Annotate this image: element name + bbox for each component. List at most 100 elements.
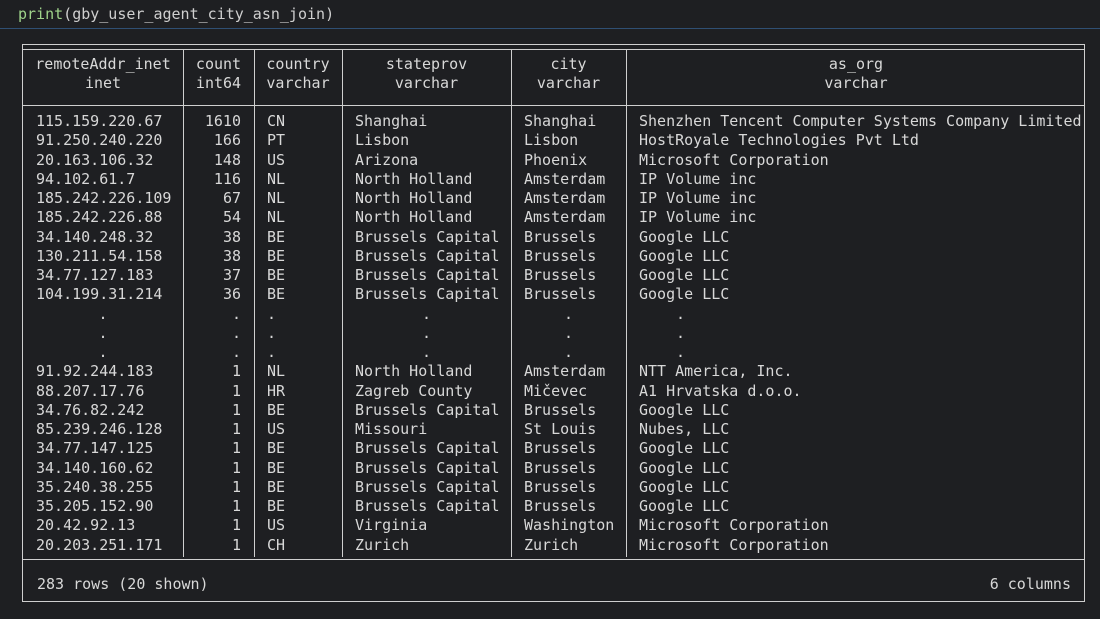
col-as-org-cell: Google LLC [639, 497, 730, 515]
col-city-cell: Amsterdam [524, 189, 606, 207]
col-as-org-cell: Google LLC [639, 439, 730, 458]
ellipsis-dot: . [421, 323, 432, 342]
column-header-name: stateprov [385, 55, 468, 73]
col-count-cell: 1610 [204, 112, 241, 130]
col-city-cell: Mičevec [524, 381, 588, 400]
col-remoteaddr-cell: 185.242.226.88 [36, 208, 163, 227]
col-as-org-cell: IP Volume inc [639, 169, 757, 188]
col-city-cell: Amsterdam [524, 208, 606, 227]
header-separator [23, 105, 1084, 106]
col-stateprov-cell: Zagreb County [355, 381, 473, 400]
col-remoteaddr-cell: 85.239.246.128 [36, 420, 163, 438]
col-as-org-cell: Nubes, LLC [639, 420, 730, 438]
col-city-cell: Amsterdam [524, 169, 606, 188]
col-remoteaddr-cell: 34.76.82.242 [36, 400, 145, 419]
col-remoteaddr-cell: 20.203.251.171 [36, 535, 163, 554]
col-stateprov-cell: Brussels Capital [355, 266, 500, 284]
col-country-cell: NL [267, 362, 286, 381]
ellipsis-dot: . [98, 304, 108, 323]
col-stateprov-cell: Shanghai [355, 112, 428, 130]
col-remoteaddr-cell: 20.163.106.32 [36, 150, 154, 169]
col-country-cell: BE [267, 477, 286, 496]
col-stateprov-cell: Missouri [355, 420, 428, 438]
ellipsis-dot: . [563, 323, 574, 342]
ellipsis-dot: . [267, 343, 277, 361]
col-as-org-cell: Google LLC [639, 227, 730, 246]
col-count-cell: 54 [222, 208, 241, 227]
ellipsis-dot: . [231, 323, 241, 342]
col-city-cell: Brussels [524, 400, 597, 419]
col-remoteaddr-cell: 115.159.220.67 [36, 112, 163, 130]
col-stateprov-cell: Brussels Capital [355, 285, 500, 304]
column-header-type: varchar [394, 74, 459, 92]
col-as-org-cell: Microsoft Corporation [639, 150, 829, 169]
col-as-org-cell: Google LLC [639, 477, 730, 496]
col-country-cell: BE [267, 227, 286, 246]
col-remoteaddr-cell: 185.242.226.109 [36, 189, 172, 207]
result-table: remoteAddr_inet inet count int64 country varc… [22, 44, 1085, 602]
col-count-cell: 1 [231, 516, 241, 535]
col-stateprov-cell: Arizona [355, 150, 419, 169]
col-city-cell: Brussels [524, 439, 597, 458]
col-as-org-cell: Microsoft Corporation [639, 516, 829, 535]
ellipsis-dot: . [676, 343, 686, 361]
col-stateprov-cell: Zurich [355, 535, 410, 554]
col-remoteaddr-cell: 91.92.244.183 [36, 362, 154, 381]
column-header-name: count [195, 55, 242, 73]
col-city-cell: Phoenix [524, 150, 588, 169]
column-header-name: city [550, 55, 587, 73]
column-header-name: remoteAddr_inet [35, 55, 171, 73]
col-count-cell: 1 [231, 535, 241, 554]
col-stateprov-cell: North Holland [355, 362, 473, 381]
col-as-org-cell: Google LLC [639, 266, 730, 284]
column-separator [254, 49, 255, 557]
col-stateprov-cell: Lisbon [355, 131, 410, 150]
code-line[interactable]: print(gby_user_agent_city_asn_join) [18, 5, 335, 23]
ellipsis-dot: . [421, 304, 432, 323]
col-stateprov-cell: Virginia [355, 516, 428, 535]
col-country-cell: US [267, 420, 286, 438]
column-header-type: inet [84, 74, 122, 92]
col-count-cell: 38 [222, 246, 241, 265]
col-country-cell: CN [267, 112, 286, 130]
col-as-org-cell: Google LLC [639, 400, 730, 419]
col-count-cell: 1 [231, 497, 241, 515]
col-country-cell: BE [267, 266, 286, 284]
col-city-cell: Brussels [524, 497, 597, 515]
column-header-type: varchar [266, 74, 330, 92]
table-top-double-border [23, 49, 1084, 50]
col-country-cell: PT [267, 131, 286, 150]
col-city-cell: Brussels [524, 285, 597, 304]
col-count-cell: 166 [213, 131, 241, 150]
col-stateprov-cell: Brussels Capital [355, 477, 500, 496]
ellipsis-dot: . [563, 304, 574, 323]
col-country-cell: CH [267, 535, 286, 554]
col-country-cell: US [267, 150, 286, 169]
code-cell[interactable]: print(gby_user_agent_city_asn_join) [0, 0, 1100, 29]
col-stateprov-cell: North Holland [355, 208, 473, 227]
col-as-org-cell: Google LLC [639, 458, 730, 477]
col-city-cell: Shanghai [524, 112, 597, 130]
col-count-cell: 37 [222, 266, 241, 284]
col-count-cell: 36 [222, 285, 241, 304]
column-header-type: varchar [824, 74, 888, 92]
col-remoteaddr-cell: 91.250.240.220 [36, 131, 163, 150]
col-city-cell: Brussels [524, 227, 597, 246]
col-stateprov-cell: North Holland [355, 169, 473, 188]
col-remoteaddr-cell: 104.199.31.214 [36, 285, 163, 304]
col-country-cell: NL [267, 189, 286, 207]
code-function: print [18, 5, 64, 23]
column-separator [342, 49, 343, 557]
col-city-cell: Amsterdam [524, 362, 606, 381]
column-separator [626, 49, 627, 557]
col-count-cell: 1 [231, 381, 241, 400]
col-country-cell: HR [267, 381, 286, 400]
col-count-cell: 1 [231, 400, 241, 419]
col-country-cell: NL [267, 208, 286, 227]
col-country-cell: NL [267, 169, 286, 188]
col-remoteaddr-cell: 34.140.248.32 [36, 227, 154, 246]
col-as-org-cell: IP Volume inc [639, 189, 757, 207]
col-stateprov-cell: Brussels Capital [355, 497, 500, 515]
col-city-cell: Brussels [524, 266, 597, 284]
col-count-cell: 116 [213, 169, 241, 188]
